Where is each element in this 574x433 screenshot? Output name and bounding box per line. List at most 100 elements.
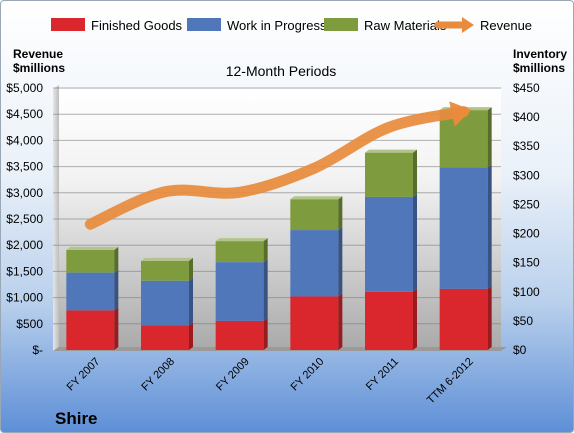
right-tick-label: $0	[513, 343, 527, 357]
plot-area	[53, 89, 501, 351]
revenue-line-path	[84, 106, 470, 230]
bar-segment-side	[189, 277, 193, 326]
right-axis-title-line2: $millions	[513, 61, 565, 75]
legend-label: Revenue	[480, 18, 532, 33]
bar-segment-side	[263, 238, 268, 263]
left-tick-label: $4,500	[6, 107, 43, 121]
legend-swatch-arrow	[462, 17, 474, 33]
left-tick-label: $2,500	[6, 212, 43, 226]
bar-segment-top	[215, 238, 268, 242]
left-axis-title-line1: Revenue	[13, 47, 63, 61]
bar-stack	[365, 149, 417, 350]
right-axis-title-line1: Inventory	[513, 47, 567, 61]
bar-segment-top	[290, 196, 343, 200]
bar-segment-top	[141, 257, 193, 261]
left-axis-title-line2: $millions	[13, 61, 65, 75]
bar-stack	[141, 257, 193, 350]
category-label: FY 2007	[65, 356, 103, 394]
bar-series	[66, 107, 492, 350]
bar-segment	[215, 320, 264, 350]
plot-side-wall	[53, 85, 59, 351]
bar-segment	[365, 196, 413, 292]
legend: Finished Goods Work in Progress Raw Materi…	[51, 17, 532, 33]
left-axis-ticks: $- $500 $1,000 $1,500 $2,000 $2,500 $3,000 $3,5…	[6, 81, 43, 357]
revenue-line	[84, 101, 472, 230]
bar-segment	[290, 199, 339, 231]
right-tick-label: $350	[513, 139, 540, 153]
category-label: TTM 6-2012	[425, 356, 476, 407]
legend-swatch	[187, 18, 221, 31]
chart-title: 12-Month Periods	[226, 63, 337, 79]
category-label: FY 2010	[289, 356, 327, 394]
right-tick-label: $150	[513, 256, 540, 270]
bar-segment-side	[263, 317, 268, 350]
bar-stack	[290, 196, 343, 350]
bar-segment-side	[487, 107, 492, 168]
bar-segment-side	[263, 259, 268, 321]
right-tick-label: $50	[513, 314, 533, 328]
legend-label: Work in Progress	[227, 18, 327, 33]
left-tick-label: $5,000	[6, 81, 43, 95]
bar-segment	[439, 288, 488, 350]
category-label: FY 2011	[364, 356, 401, 393]
right-axis-ticks: $0 $50 $100 $150 $200 $250 $300 $350 $400 $450	[513, 81, 540, 357]
bar-segment	[66, 249, 115, 273]
left-tick-label: $4,000	[6, 133, 43, 147]
bar-segment-side	[189, 322, 193, 350]
bar-segment-top	[66, 246, 119, 250]
bar-segment	[141, 260, 189, 281]
company-name: Shire	[55, 409, 98, 428]
bar-segment-side	[114, 269, 119, 311]
bar-stack	[439, 107, 492, 350]
legend-swatch	[324, 18, 358, 31]
bar-segment-side	[338, 293, 343, 350]
bar-segment-side	[487, 285, 492, 350]
bar-segment-side	[338, 196, 343, 231]
right-tick-label: $250	[513, 197, 540, 211]
bar-segment	[215, 262, 264, 321]
right-tick-label: $200	[513, 227, 540, 241]
left-tick-label: $500	[16, 317, 43, 331]
bar-segment-top	[365, 149, 417, 153]
bar-segment	[365, 291, 413, 350]
category-label: FY 2008	[139, 356, 177, 394]
bar-segment-side	[338, 227, 343, 297]
bar-segment-side	[413, 149, 417, 197]
legend-label: Raw Materials	[364, 18, 447, 33]
right-tick-label: $300	[513, 168, 540, 182]
bar-segment-side	[413, 288, 417, 350]
bar-segment	[290, 296, 339, 350]
category-labels: FY 2007 FY 2008 FY 2009 FY 2010 FY 2011 TTM 6…	[65, 356, 476, 407]
bar-segment-side	[487, 164, 492, 289]
right-tick-label: $400	[513, 110, 540, 124]
left-tick-label: $2,000	[6, 238, 43, 252]
left-tick-label: $3,500	[6, 160, 43, 174]
bar-segment	[439, 167, 488, 289]
left-tick-label: $1,000	[6, 291, 43, 305]
plot-floor	[53, 347, 507, 351]
bar-stack	[215, 238, 268, 350]
right-tick-label: $100	[513, 285, 540, 299]
left-tick-label: $1,500	[6, 264, 43, 278]
bar-segment-side	[413, 193, 417, 292]
bar-segment	[290, 230, 339, 297]
right-tick-label: $450	[513, 81, 540, 95]
left-tick-label: $3,000	[6, 186, 43, 200]
bar-segment-side	[189, 257, 193, 281]
bar-segment	[141, 280, 189, 326]
bar-stack	[66, 246, 119, 350]
bar-segment	[66, 310, 115, 350]
bar-segment	[141, 325, 189, 350]
left-tick-label: $-	[32, 343, 43, 357]
legend-swatch	[51, 18, 85, 31]
revenue-arrow-head	[449, 101, 472, 127]
bar-segment-side	[114, 246, 119, 273]
bar-segment	[66, 272, 115, 311]
legend-label: Finished Goods	[91, 18, 183, 33]
bar-segment	[365, 152, 413, 197]
bar-segment	[215, 241, 264, 263]
category-label: FY 2009	[214, 356, 252, 394]
bar-segment-side	[114, 307, 119, 350]
